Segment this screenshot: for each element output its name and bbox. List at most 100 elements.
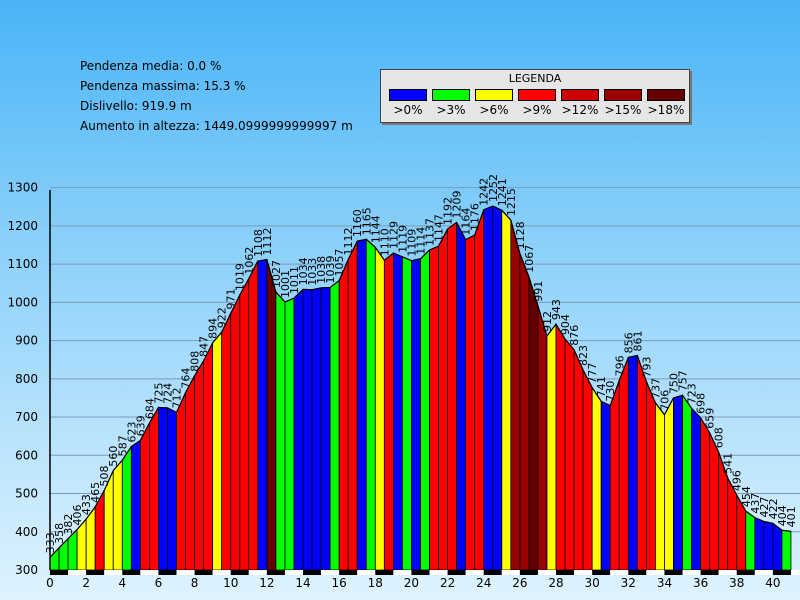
elevation-point-label: 823 [577, 345, 590, 366]
x-axis-scale-bar [339, 570, 358, 575]
elevation-point-label: 725 [152, 383, 165, 404]
x-axis-scale-bar [790, 570, 800, 575]
x-tick-label: 2 [82, 576, 90, 590]
maximum-slope: Pendenza massima: 15.3 % [80, 79, 246, 93]
elevation-point-label: 894 [207, 318, 220, 339]
elevation-point-label: 991 [532, 281, 545, 302]
profile-segment [356, 238, 367, 571]
y-tick-label: 1300 [7, 181, 38, 195]
profile-segment [772, 522, 783, 571]
x-axis-scale-bar [519, 570, 538, 575]
legend-label: >9% [522, 103, 552, 117]
elevation-point-label: 1119 [396, 225, 409, 253]
profile-segment [492, 205, 503, 571]
x-tick-label: 8 [191, 576, 199, 590]
x-axis-scale-bar [483, 570, 502, 575]
profile-segment [700, 416, 711, 571]
elevation-point-label: 1110 [378, 228, 391, 256]
profile-segment [555, 322, 566, 571]
elevation-point-label: 684 [143, 398, 156, 419]
y-tick-label: 700 [15, 410, 38, 424]
elevation-point-label: 922 [216, 307, 229, 328]
elevation-point-label: 904 [559, 314, 572, 335]
profile-segment [392, 252, 403, 571]
elevation-point-label: 808 [189, 351, 202, 372]
profile-segment [645, 381, 656, 571]
profile-segment [76, 518, 87, 571]
x-axis-scale-bar [266, 570, 285, 575]
elevation-gain: Aumento in altezza: 1449.0999999999997 m [80, 119, 353, 133]
x-axis-scale-bar [140, 570, 159, 575]
x-axis-scale-bar [321, 570, 340, 575]
profile-segment [745, 510, 756, 571]
elevation-point-label: 876 [568, 325, 581, 346]
elevation-point-label: 796 [613, 355, 626, 376]
elevation-point-label: 757 [677, 370, 690, 391]
elevation-point-label: 861 [631, 331, 644, 352]
x-axis-scale-bar [212, 570, 231, 575]
profile-segment [311, 287, 322, 571]
elevation-point-label: 706 [658, 390, 671, 411]
profile-segment [501, 209, 512, 571]
x-axis-scale-bar [592, 570, 611, 575]
x-axis-scale-bar [104, 570, 123, 575]
elevation-point-label: 382 [62, 514, 75, 535]
x-axis-scale-bar [754, 570, 773, 575]
elevation-point-label: 1252 [487, 174, 500, 202]
x-axis-scale-bar [303, 570, 322, 575]
profile-segment [148, 406, 159, 571]
elevation-point-label: 764 [180, 368, 193, 389]
elevation-point-label: 741 [595, 376, 608, 397]
legend-item: >15% [604, 89, 642, 117]
legend-swatch [475, 89, 513, 101]
elevation-point-label: 1176 [469, 203, 482, 231]
y-tick-label: 1200 [7, 219, 38, 233]
elevation-point-label: 406 [71, 504, 84, 525]
profile-segment [456, 222, 467, 571]
y-tick-label: 300 [15, 563, 38, 577]
x-axis-scale-bar [375, 570, 394, 575]
profile-outline [49, 205, 792, 558]
x-tick-label: 12 [259, 576, 274, 590]
x-axis-scale-bar [248, 570, 267, 575]
legend-swatch [518, 89, 556, 101]
x-axis-scale-bar [50, 570, 69, 575]
profile-segment [636, 355, 647, 571]
x-tick-label: 28 [548, 576, 563, 590]
legend-swatch [389, 89, 427, 101]
x-axis-scale-bar [465, 570, 484, 575]
legend-label: >18% [647, 103, 685, 117]
profile-segment [230, 294, 241, 571]
x-tick-label: 40 [765, 576, 780, 590]
profile-segment [284, 297, 295, 571]
elevation-point-label: 422 [767, 498, 780, 519]
profile-segment [609, 380, 620, 571]
profile-segment [121, 445, 132, 571]
elevation-point-label: 1164 [460, 208, 473, 236]
profile-segment [465, 234, 476, 571]
x-axis-scale-bar [411, 570, 430, 575]
profile-segment [673, 394, 683, 571]
elevation-point-label: 623 [125, 422, 138, 443]
profile-segment [591, 386, 602, 571]
elevation-point-label: 1062 [243, 247, 256, 275]
profile-segment [781, 529, 792, 571]
legend-item: >6% [475, 89, 513, 117]
x-axis-scale-bar [664, 570, 683, 575]
x-tick-label: 16 [332, 576, 347, 590]
elevation-point-label: 737 [649, 378, 662, 399]
elevation-point-label: 723 [686, 383, 699, 404]
elevation-point-label: 1033 [306, 258, 319, 286]
legend-swatch [647, 89, 685, 101]
profile-segment [158, 407, 168, 571]
profile-segment [176, 392, 186, 571]
x-axis-scale-bar [447, 570, 466, 575]
profile-segment [537, 305, 548, 571]
x-tick-label: 10 [223, 576, 238, 590]
elevation-point-label: 1165 [360, 207, 373, 235]
elevation-point-label: 508 [98, 465, 111, 486]
elevation-point-label: 912 [541, 311, 554, 332]
elevation-point-label: 1241 [496, 178, 509, 206]
x-axis-scale-bar [393, 570, 412, 575]
x-axis-scale-bar [574, 570, 593, 575]
